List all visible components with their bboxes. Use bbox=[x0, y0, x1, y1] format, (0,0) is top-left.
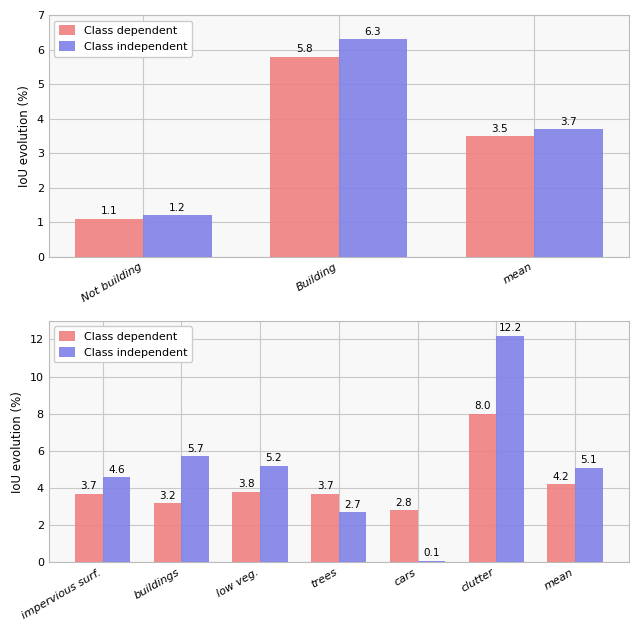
Bar bbox=[181, 456, 209, 562]
Y-axis label: IoU evolution (%): IoU evolution (%) bbox=[18, 85, 31, 187]
Bar bbox=[154, 503, 181, 562]
Bar bbox=[339, 39, 407, 257]
Bar bbox=[466, 136, 534, 257]
Bar bbox=[143, 216, 212, 257]
Bar bbox=[75, 494, 102, 562]
Bar bbox=[496, 336, 524, 562]
Bar bbox=[547, 484, 575, 562]
Text: 3.7: 3.7 bbox=[560, 117, 577, 126]
Bar bbox=[468, 414, 496, 562]
Bar bbox=[339, 513, 366, 562]
Bar bbox=[534, 129, 602, 257]
Text: 0.1: 0.1 bbox=[423, 548, 440, 558]
Text: 5.8: 5.8 bbox=[296, 44, 313, 54]
Text: 6.3: 6.3 bbox=[365, 27, 381, 37]
Bar bbox=[390, 511, 417, 562]
Bar bbox=[270, 56, 339, 257]
Text: 12.2: 12.2 bbox=[499, 323, 522, 333]
Bar bbox=[575, 468, 602, 562]
Legend: Class dependent, Class independent: Class dependent, Class independent bbox=[54, 21, 192, 57]
Bar bbox=[75, 219, 143, 257]
Y-axis label: IoU evolution (%): IoU evolution (%) bbox=[11, 391, 24, 492]
Text: 2.7: 2.7 bbox=[344, 500, 361, 510]
Bar bbox=[311, 494, 339, 562]
Text: 5.7: 5.7 bbox=[187, 444, 204, 454]
Legend: Class dependent, Class independent: Class dependent, Class independent bbox=[54, 326, 192, 362]
Text: 3.7: 3.7 bbox=[81, 481, 97, 491]
Bar bbox=[417, 561, 445, 562]
Text: 3.5: 3.5 bbox=[492, 123, 508, 133]
Text: 1.2: 1.2 bbox=[170, 203, 186, 213]
Text: 3.7: 3.7 bbox=[317, 481, 333, 491]
Text: 4.6: 4.6 bbox=[108, 465, 125, 475]
Bar bbox=[232, 492, 260, 562]
Bar bbox=[102, 477, 130, 562]
Text: 5.2: 5.2 bbox=[266, 453, 282, 463]
Text: 1.1: 1.1 bbox=[101, 207, 118, 216]
Text: 4.2: 4.2 bbox=[553, 472, 570, 482]
Text: 8.0: 8.0 bbox=[474, 401, 491, 411]
Text: 3.2: 3.2 bbox=[159, 490, 176, 501]
Text: 3.8: 3.8 bbox=[238, 480, 255, 489]
Text: 5.1: 5.1 bbox=[580, 455, 597, 465]
Bar bbox=[260, 466, 287, 562]
Text: 2.8: 2.8 bbox=[396, 498, 412, 508]
